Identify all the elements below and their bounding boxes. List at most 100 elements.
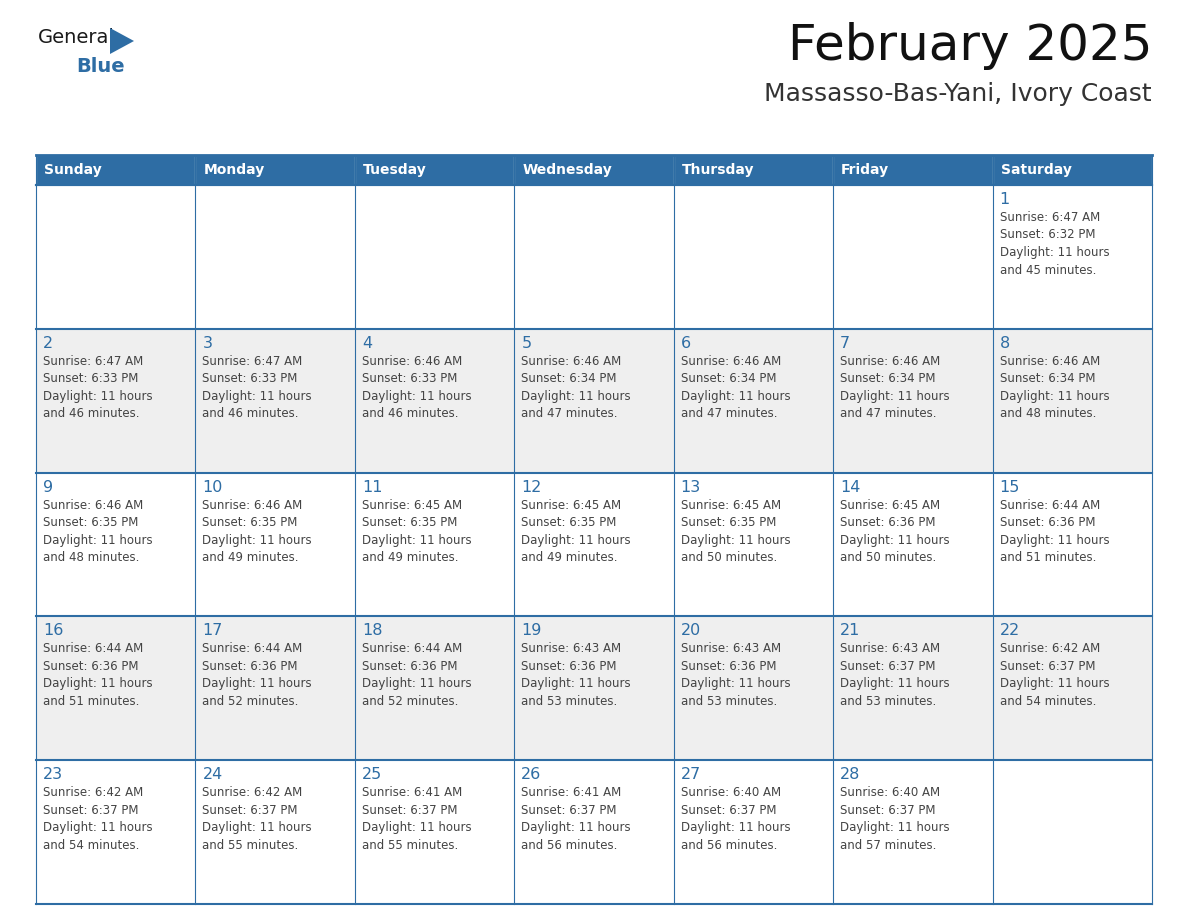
Bar bbox=[674, 185, 833, 329]
Text: 24: 24 bbox=[202, 767, 222, 782]
Text: 9: 9 bbox=[43, 479, 53, 495]
Bar bbox=[514, 616, 674, 760]
Text: Sunrise: 6:42 AM
Sunset: 6:37 PM
Daylight: 11 hours
and 55 minutes.: Sunrise: 6:42 AM Sunset: 6:37 PM Dayligh… bbox=[202, 786, 312, 852]
Text: Sunrise: 6:47 AM
Sunset: 6:33 PM
Daylight: 11 hours
and 46 minutes.: Sunrise: 6:47 AM Sunset: 6:33 PM Dayligh… bbox=[43, 354, 152, 420]
Text: 19: 19 bbox=[522, 623, 542, 638]
Text: Sunrise: 6:46 AM
Sunset: 6:33 PM
Daylight: 11 hours
and 46 minutes.: Sunrise: 6:46 AM Sunset: 6:33 PM Dayligh… bbox=[362, 354, 472, 420]
Text: 10: 10 bbox=[202, 479, 223, 495]
Text: Sunrise: 6:46 AM
Sunset: 6:34 PM
Daylight: 11 hours
and 47 minutes.: Sunrise: 6:46 AM Sunset: 6:34 PM Dayligh… bbox=[681, 354, 790, 420]
Text: February 2025: February 2025 bbox=[788, 22, 1152, 70]
Bar bbox=[992, 185, 1152, 329]
Text: 16: 16 bbox=[43, 623, 63, 638]
Bar bbox=[833, 760, 992, 904]
Text: Sunrise: 6:45 AM
Sunset: 6:35 PM
Daylight: 11 hours
and 50 minutes.: Sunrise: 6:45 AM Sunset: 6:35 PM Dayligh… bbox=[681, 498, 790, 564]
Text: 21: 21 bbox=[840, 623, 860, 638]
Text: Sunrise: 6:40 AM
Sunset: 6:37 PM
Daylight: 11 hours
and 57 minutes.: Sunrise: 6:40 AM Sunset: 6:37 PM Dayligh… bbox=[840, 786, 949, 852]
Text: 14: 14 bbox=[840, 479, 860, 495]
Text: Tuesday: Tuesday bbox=[362, 163, 426, 177]
Text: Sunrise: 6:46 AM
Sunset: 6:34 PM
Daylight: 11 hours
and 47 minutes.: Sunrise: 6:46 AM Sunset: 6:34 PM Dayligh… bbox=[840, 354, 949, 420]
Bar bbox=[514, 329, 674, 473]
Text: 25: 25 bbox=[362, 767, 383, 782]
Text: Sunrise: 6:45 AM
Sunset: 6:36 PM
Daylight: 11 hours
and 50 minutes.: Sunrise: 6:45 AM Sunset: 6:36 PM Dayligh… bbox=[840, 498, 949, 564]
Text: Sunrise: 6:43 AM
Sunset: 6:36 PM
Daylight: 11 hours
and 53 minutes.: Sunrise: 6:43 AM Sunset: 6:36 PM Dayligh… bbox=[681, 643, 790, 708]
Text: 22: 22 bbox=[999, 623, 1019, 638]
Bar bbox=[355, 616, 514, 760]
Text: Sunrise: 6:42 AM
Sunset: 6:37 PM
Daylight: 11 hours
and 54 minutes.: Sunrise: 6:42 AM Sunset: 6:37 PM Dayligh… bbox=[999, 643, 1110, 708]
Text: 8: 8 bbox=[999, 336, 1010, 351]
Text: 17: 17 bbox=[202, 623, 223, 638]
Bar bbox=[514, 185, 674, 329]
Text: 27: 27 bbox=[681, 767, 701, 782]
Bar bbox=[355, 473, 514, 616]
Text: 1: 1 bbox=[999, 192, 1010, 207]
Bar bbox=[196, 473, 355, 616]
Text: Wednesday: Wednesday bbox=[523, 163, 612, 177]
Bar bbox=[196, 616, 355, 760]
Bar bbox=[674, 616, 833, 760]
Bar bbox=[833, 155, 992, 185]
Bar bbox=[36, 155, 196, 185]
Text: 12: 12 bbox=[522, 479, 542, 495]
Bar bbox=[992, 760, 1152, 904]
Bar bbox=[833, 329, 992, 473]
Bar bbox=[196, 329, 355, 473]
Text: 13: 13 bbox=[681, 479, 701, 495]
Text: General: General bbox=[38, 28, 115, 47]
Text: Saturday: Saturday bbox=[1000, 163, 1072, 177]
Bar bbox=[36, 760, 196, 904]
Bar bbox=[833, 185, 992, 329]
Bar bbox=[514, 155, 674, 185]
Text: 2: 2 bbox=[43, 336, 53, 351]
Bar bbox=[36, 329, 196, 473]
Bar bbox=[355, 155, 514, 185]
Bar bbox=[833, 616, 992, 760]
Text: Monday: Monday bbox=[203, 163, 265, 177]
Text: Sunrise: 6:42 AM
Sunset: 6:37 PM
Daylight: 11 hours
and 54 minutes.: Sunrise: 6:42 AM Sunset: 6:37 PM Dayligh… bbox=[43, 786, 152, 852]
Text: Sunrise: 6:41 AM
Sunset: 6:37 PM
Daylight: 11 hours
and 55 minutes.: Sunrise: 6:41 AM Sunset: 6:37 PM Dayligh… bbox=[362, 786, 472, 852]
Text: Sunrise: 6:44 AM
Sunset: 6:36 PM
Daylight: 11 hours
and 52 minutes.: Sunrise: 6:44 AM Sunset: 6:36 PM Dayligh… bbox=[362, 643, 472, 708]
Bar bbox=[992, 155, 1152, 185]
Bar bbox=[36, 616, 196, 760]
Bar bbox=[196, 760, 355, 904]
Bar bbox=[514, 760, 674, 904]
Text: Sunrise: 6:46 AM
Sunset: 6:35 PM
Daylight: 11 hours
and 48 minutes.: Sunrise: 6:46 AM Sunset: 6:35 PM Dayligh… bbox=[43, 498, 152, 564]
Text: 7: 7 bbox=[840, 336, 851, 351]
Bar bbox=[36, 185, 196, 329]
Bar bbox=[355, 329, 514, 473]
Bar bbox=[355, 760, 514, 904]
Text: 6: 6 bbox=[681, 336, 691, 351]
Bar bbox=[196, 155, 355, 185]
Text: 18: 18 bbox=[362, 623, 383, 638]
Text: Sunrise: 6:44 AM
Sunset: 6:36 PM
Daylight: 11 hours
and 52 minutes.: Sunrise: 6:44 AM Sunset: 6:36 PM Dayligh… bbox=[202, 643, 312, 708]
Bar bbox=[514, 473, 674, 616]
Text: Blue: Blue bbox=[76, 57, 125, 76]
Bar bbox=[674, 473, 833, 616]
Text: Sunrise: 6:44 AM
Sunset: 6:36 PM
Daylight: 11 hours
and 51 minutes.: Sunrise: 6:44 AM Sunset: 6:36 PM Dayligh… bbox=[43, 643, 152, 708]
Text: 11: 11 bbox=[362, 479, 383, 495]
Bar bbox=[36, 473, 196, 616]
Polygon shape bbox=[110, 28, 134, 54]
Bar bbox=[355, 185, 514, 329]
Bar bbox=[992, 473, 1152, 616]
Text: 5: 5 bbox=[522, 336, 531, 351]
Text: 15: 15 bbox=[999, 479, 1020, 495]
Text: Friday: Friday bbox=[841, 163, 890, 177]
Text: Sunrise: 6:47 AM
Sunset: 6:33 PM
Daylight: 11 hours
and 46 minutes.: Sunrise: 6:47 AM Sunset: 6:33 PM Dayligh… bbox=[202, 354, 312, 420]
Bar bbox=[992, 329, 1152, 473]
Text: Sunrise: 6:41 AM
Sunset: 6:37 PM
Daylight: 11 hours
and 56 minutes.: Sunrise: 6:41 AM Sunset: 6:37 PM Dayligh… bbox=[522, 786, 631, 852]
Text: Sunrise: 6:45 AM
Sunset: 6:35 PM
Daylight: 11 hours
and 49 minutes.: Sunrise: 6:45 AM Sunset: 6:35 PM Dayligh… bbox=[522, 498, 631, 564]
Text: 20: 20 bbox=[681, 623, 701, 638]
Bar bbox=[674, 329, 833, 473]
Text: Sunrise: 6:44 AM
Sunset: 6:36 PM
Daylight: 11 hours
and 51 minutes.: Sunrise: 6:44 AM Sunset: 6:36 PM Dayligh… bbox=[999, 498, 1110, 564]
Text: 23: 23 bbox=[43, 767, 63, 782]
Text: Sunrise: 6:46 AM
Sunset: 6:34 PM
Daylight: 11 hours
and 48 minutes.: Sunrise: 6:46 AM Sunset: 6:34 PM Dayligh… bbox=[999, 354, 1110, 420]
Text: Sunrise: 6:46 AM
Sunset: 6:35 PM
Daylight: 11 hours
and 49 minutes.: Sunrise: 6:46 AM Sunset: 6:35 PM Dayligh… bbox=[202, 498, 312, 564]
Bar bbox=[833, 473, 992, 616]
Text: 28: 28 bbox=[840, 767, 860, 782]
Bar bbox=[674, 760, 833, 904]
Bar bbox=[992, 616, 1152, 760]
Text: Thursday: Thursday bbox=[682, 163, 754, 177]
Text: Sunrise: 6:40 AM
Sunset: 6:37 PM
Daylight: 11 hours
and 56 minutes.: Sunrise: 6:40 AM Sunset: 6:37 PM Dayligh… bbox=[681, 786, 790, 852]
Text: Sunrise: 6:46 AM
Sunset: 6:34 PM
Daylight: 11 hours
and 47 minutes.: Sunrise: 6:46 AM Sunset: 6:34 PM Dayligh… bbox=[522, 354, 631, 420]
Text: Sunrise: 6:43 AM
Sunset: 6:36 PM
Daylight: 11 hours
and 53 minutes.: Sunrise: 6:43 AM Sunset: 6:36 PM Dayligh… bbox=[522, 643, 631, 708]
